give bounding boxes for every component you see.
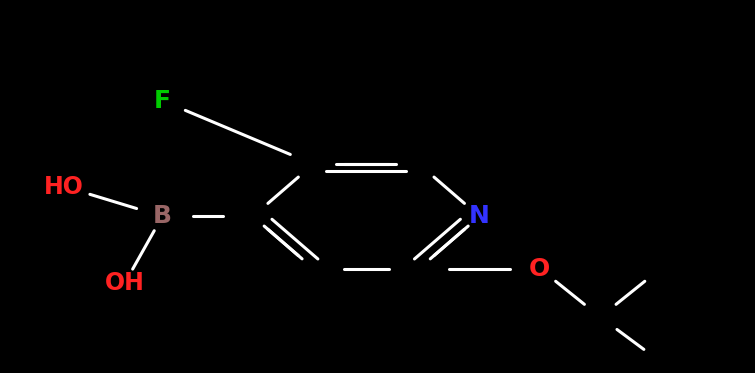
Text: OH: OH	[105, 272, 144, 295]
Text: HO: HO	[45, 175, 84, 198]
Text: O: O	[529, 257, 550, 280]
Text: F: F	[154, 89, 171, 113]
Text: N: N	[469, 204, 490, 228]
Text: B: B	[153, 204, 172, 228]
